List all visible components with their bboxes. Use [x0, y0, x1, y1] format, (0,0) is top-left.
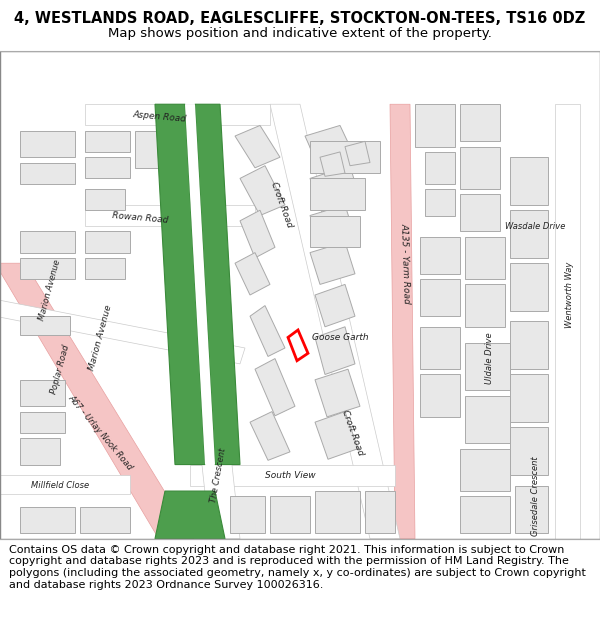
Polygon shape	[345, 141, 370, 166]
Polygon shape	[20, 507, 75, 534]
Polygon shape	[85, 131, 130, 152]
Polygon shape	[315, 369, 360, 417]
Text: A135 - Yarm Road: A135 - Yarm Road	[399, 222, 411, 304]
Polygon shape	[85, 258, 125, 279]
Polygon shape	[420, 279, 460, 316]
Text: Aspen Road: Aspen Road	[133, 110, 187, 124]
Polygon shape	[465, 237, 505, 279]
Polygon shape	[425, 189, 455, 216]
Text: Goose Garth: Goose Garth	[311, 333, 368, 342]
Text: Grisedale Crescent: Grisedale Crescent	[530, 456, 539, 536]
Polygon shape	[250, 412, 290, 461]
Text: Map shows position and indicative extent of the property.: Map shows position and indicative extent…	[108, 27, 492, 40]
Polygon shape	[555, 104, 580, 539]
Polygon shape	[510, 374, 548, 422]
Polygon shape	[20, 316, 70, 335]
Text: 4, WESTLANDS ROAD, EAGLESCLIFFE, STOCKTON-ON-TEES, TS16 0DZ: 4, WESTLANDS ROAD, EAGLESCLIFFE, STOCKTO…	[14, 11, 586, 26]
Polygon shape	[460, 147, 500, 189]
Polygon shape	[310, 178, 365, 210]
Text: Millfield Close: Millfield Close	[31, 481, 89, 490]
Text: South View: South View	[265, 471, 316, 479]
Polygon shape	[85, 104, 270, 126]
Polygon shape	[20, 231, 75, 253]
Polygon shape	[85, 189, 125, 210]
Polygon shape	[235, 253, 270, 295]
Polygon shape	[310, 141, 380, 173]
Polygon shape	[20, 412, 65, 432]
Polygon shape	[305, 126, 355, 170]
Polygon shape	[315, 327, 355, 374]
Polygon shape	[515, 486, 548, 534]
Text: Wasdale Drive: Wasdale Drive	[505, 222, 565, 231]
Polygon shape	[195, 401, 240, 539]
Polygon shape	[310, 166, 360, 212]
Text: Croft Road: Croft Road	[341, 409, 365, 457]
Polygon shape	[235, 126, 280, 168]
Text: Rowan Road: Rowan Road	[112, 211, 169, 224]
Polygon shape	[240, 166, 285, 216]
Polygon shape	[0, 475, 130, 494]
Polygon shape	[310, 216, 360, 248]
Polygon shape	[80, 507, 130, 534]
Polygon shape	[20, 162, 75, 184]
Polygon shape	[465, 396, 510, 443]
Text: Croft Road: Croft Road	[269, 181, 295, 229]
Polygon shape	[230, 496, 265, 534]
Polygon shape	[420, 237, 460, 274]
Polygon shape	[135, 131, 160, 168]
Polygon shape	[460, 449, 510, 491]
Polygon shape	[460, 104, 500, 141]
Polygon shape	[510, 263, 548, 311]
Polygon shape	[420, 327, 460, 369]
Polygon shape	[465, 284, 505, 327]
Polygon shape	[425, 152, 455, 184]
Text: Poplar Road: Poplar Road	[49, 344, 71, 395]
Polygon shape	[465, 342, 510, 391]
Polygon shape	[85, 231, 130, 253]
Text: Marion Avenue: Marion Avenue	[87, 304, 113, 371]
Polygon shape	[460, 194, 500, 231]
Polygon shape	[20, 131, 75, 158]
Polygon shape	[185, 104, 215, 464]
Polygon shape	[155, 491, 225, 539]
Polygon shape	[415, 104, 455, 147]
Polygon shape	[270, 496, 310, 534]
Polygon shape	[510, 321, 548, 369]
Text: A67 - Urlay Nook Road: A67 - Urlay Nook Road	[66, 394, 134, 472]
Polygon shape	[270, 104, 400, 539]
Polygon shape	[365, 491, 395, 534]
Polygon shape	[310, 242, 355, 284]
Polygon shape	[190, 464, 395, 486]
Text: The Crescent: The Crescent	[209, 447, 227, 503]
Text: Uldale Drive: Uldale Drive	[485, 332, 494, 384]
Polygon shape	[255, 359, 295, 416]
Polygon shape	[20, 380, 65, 406]
Polygon shape	[460, 496, 510, 534]
Polygon shape	[390, 104, 415, 539]
Polygon shape	[315, 284, 355, 327]
Polygon shape	[20, 438, 60, 464]
Polygon shape	[85, 158, 130, 178]
Polygon shape	[240, 210, 275, 258]
Polygon shape	[85, 205, 255, 226]
Polygon shape	[195, 104, 240, 464]
Polygon shape	[310, 205, 355, 248]
Polygon shape	[420, 374, 460, 417]
Polygon shape	[155, 104, 205, 464]
Polygon shape	[320, 152, 345, 176]
Text: Wentworth Way: Wentworth Way	[566, 262, 575, 328]
Text: Contains OS data © Crown copyright and database right 2021. This information is : Contains OS data © Crown copyright and d…	[9, 545, 586, 589]
Polygon shape	[510, 210, 548, 258]
Polygon shape	[0, 300, 245, 364]
Polygon shape	[510, 428, 548, 475]
Text: Marion Avenue: Marion Avenue	[38, 258, 62, 321]
Polygon shape	[315, 491, 360, 534]
Polygon shape	[510, 158, 548, 205]
Polygon shape	[20, 258, 75, 279]
Polygon shape	[315, 412, 358, 459]
Polygon shape	[250, 306, 285, 356]
Polygon shape	[0, 263, 200, 549]
